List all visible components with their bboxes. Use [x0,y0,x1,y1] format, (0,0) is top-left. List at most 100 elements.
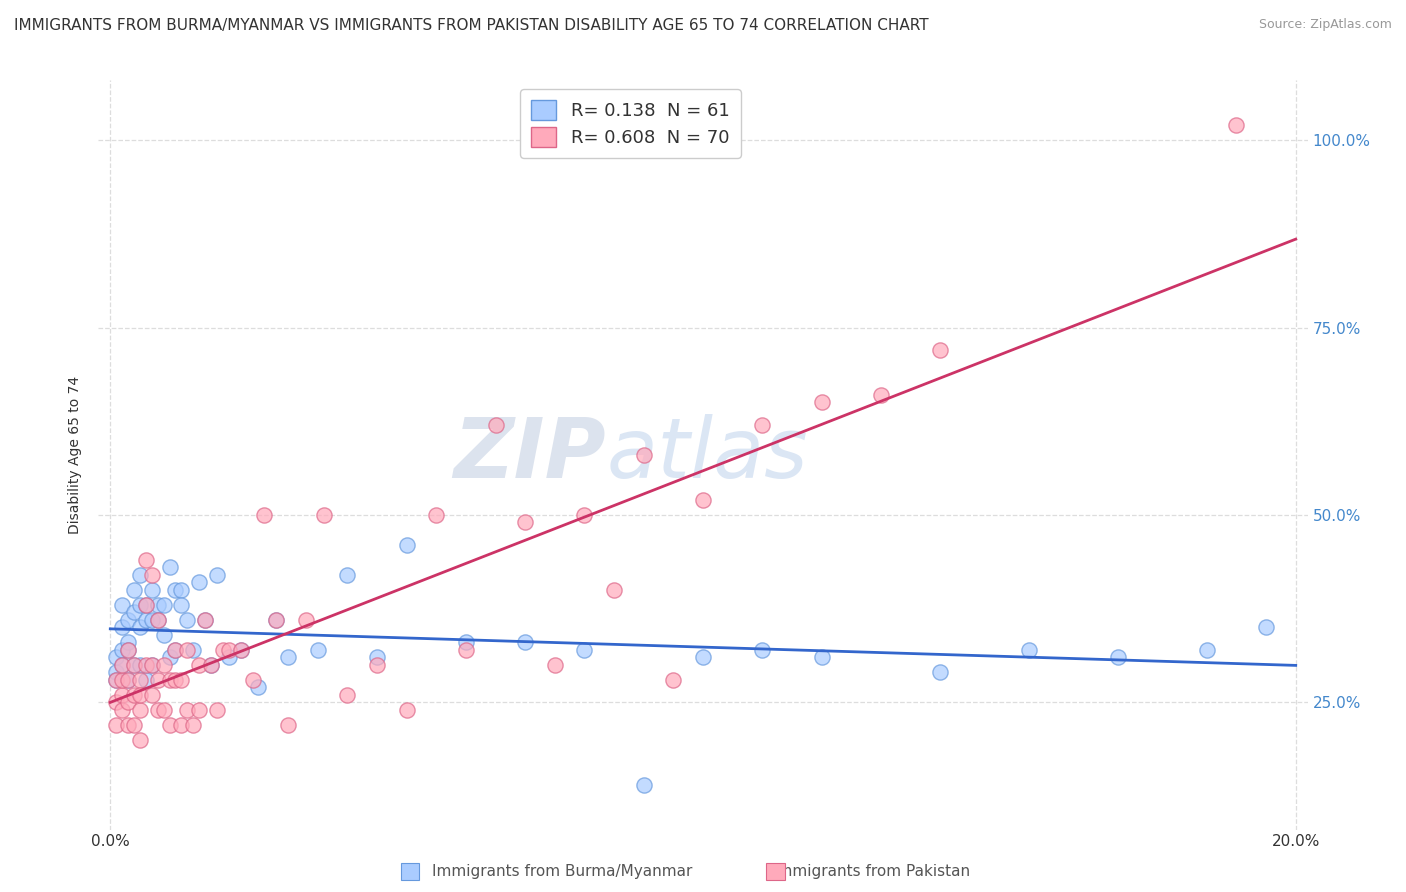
Point [117,642,139,657]
Point [205,703,228,717]
Point [105,665,128,680]
Point [129,673,152,687]
Y-axis label: Disability Age 65 to 74: Disability Age 65 to 74 [69,376,83,534]
Point [159,717,181,731]
Point [515,635,537,649]
Point [129,732,152,747]
Point [751,417,773,432]
Point [810,395,832,409]
Point [146,598,169,612]
Point [662,673,685,687]
Point [454,642,477,657]
Point [692,492,714,507]
Point [159,560,181,574]
Point [105,695,128,709]
Point [152,598,174,612]
Point [159,673,181,687]
Text: Immigrants from Pakistan: Immigrants from Pakistan [773,864,970,879]
Point [810,650,832,665]
Point [574,642,596,657]
Point [229,642,252,657]
Point [135,613,157,627]
Point [135,553,157,567]
Text: Source: ZipAtlas.com: Source: ZipAtlas.com [1258,18,1392,31]
Point [105,717,128,731]
Point [633,778,655,792]
Point [484,417,506,432]
Point [170,582,193,597]
Point [117,635,139,649]
Point [170,673,193,687]
Point [218,650,240,665]
Point [141,582,163,597]
Point [295,613,318,627]
Point [366,657,388,672]
Point [454,635,477,649]
Point [247,680,270,694]
Point [929,343,952,357]
Point [135,657,157,672]
Point [1018,642,1040,657]
Point [603,582,626,597]
Point [105,673,128,687]
Point [141,657,163,672]
Point [129,598,152,612]
Point [117,695,139,709]
Point [111,703,134,717]
Point [141,688,163,702]
Point [146,613,169,627]
Point [146,673,169,687]
Point [692,650,714,665]
Point [366,650,388,665]
Point [170,717,193,731]
Point [111,673,134,687]
Point [165,642,187,657]
Point [146,703,169,717]
Point [264,613,287,627]
Point [751,642,773,657]
Point [188,703,211,717]
Point [277,717,299,731]
Text: atlas: atlas [606,415,808,495]
Point [159,650,181,665]
Point [336,567,359,582]
Point [1225,118,1247,132]
Point [135,673,157,687]
Point [122,582,145,597]
Point [425,508,447,522]
Point [111,598,134,612]
Point [253,508,276,522]
Point [194,613,217,627]
Point [633,448,655,462]
Text: Immigrants from Burma/Myanmar: Immigrants from Burma/Myanmar [432,864,693,879]
Point [122,688,145,702]
Point [141,657,163,672]
Point [146,613,169,627]
Point [515,516,537,530]
Point [117,613,139,627]
Point [122,605,145,619]
Point [117,673,139,687]
Point [395,703,418,717]
Point [165,673,187,687]
Point [869,388,891,402]
Point [176,613,198,627]
Point [141,567,163,582]
Point [170,598,193,612]
Text: IMMIGRANTS FROM BURMA/MYANMAR VS IMMIGRANTS FROM PAKISTAN DISABILITY AGE 65 TO 7: IMMIGRANTS FROM BURMA/MYANMAR VS IMMIGRA… [14,18,929,33]
Point [165,582,187,597]
Point [242,673,264,687]
Point [111,620,134,634]
Point [188,575,211,590]
Point [105,673,128,687]
Point [1195,642,1218,657]
Point [111,657,134,672]
Point [129,657,152,672]
Point [135,598,157,612]
Point [181,642,204,657]
Point [111,657,134,672]
Point [1107,650,1129,665]
Point [152,703,174,717]
Text: ZIP: ZIP [454,415,606,495]
Point [1254,620,1277,634]
